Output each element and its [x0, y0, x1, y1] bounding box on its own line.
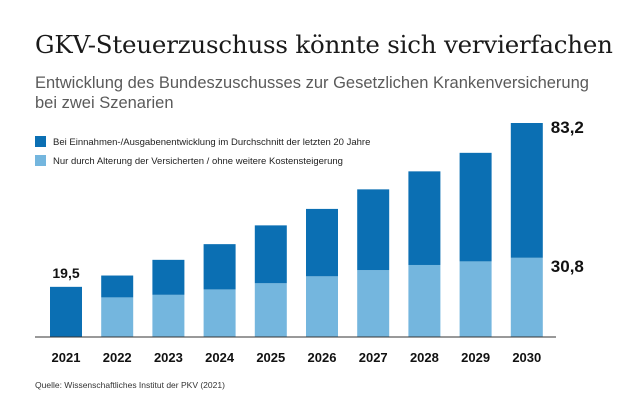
legend-label-dark: Bei Einnahmen-/Ausgabenentwicklung im Du… [53, 137, 370, 148]
x-tick-label-2029: 2029 [461, 350, 490, 365]
bar-2023-light [152, 294, 185, 337]
source-note: Quelle: Wissenschaftliches Institut der … [35, 380, 225, 390]
x-tick-label-2030: 2030 [512, 350, 541, 365]
x-tick-label-2024: 2024 [205, 350, 235, 365]
bar-2030-light [510, 257, 543, 337]
bar-2026-dark [306, 208, 338, 277]
bar-2021-dark [50, 286, 82, 337]
value-label-2021: 19,5 [52, 265, 79, 281]
x-tick-label-2026: 2026 [308, 350, 337, 365]
bar-2030-dark [510, 123, 543, 258]
bar-2022-light [101, 297, 134, 337]
bar-2024-dark [203, 244, 236, 290]
x-axis-tick-labels: 2021 2022 2023 2024 2025 2026 2027 2028 2029 2030 [52, 350, 542, 365]
bars-group [50, 123, 543, 337]
chart-legend: Bei Einnahmen-/Ausgabenentwicklung im Du… [35, 136, 370, 167]
x-tick-label-2027: 2027 [359, 350, 388, 365]
x-tick-label-2021: 2021 [52, 350, 81, 365]
legend-label-light: Nur durch Alterung der Versicherten / oh… [53, 156, 343, 167]
bar-2027-dark [357, 189, 390, 271]
bar-2029-light [459, 261, 492, 337]
bar-2027-light [357, 270, 390, 337]
bar-2023-dark [152, 259, 185, 295]
value-labels: 19,5 83,2 30,8 [52, 118, 584, 281]
bar-2029-dark [459, 152, 492, 262]
bar-2025-dark [254, 225, 287, 284]
x-tick-label-2023: 2023 [154, 350, 183, 365]
x-tick-label-2028: 2028 [410, 350, 439, 365]
bar-2026-light [306, 276, 338, 337]
chart-subtitle: Entwicklung des Bundeszuschusses zur Ges… [35, 74, 589, 112]
bar-2022-dark [101, 275, 134, 298]
value-label-2030-aging: 30,8 [551, 257, 584, 276]
bar-2025-light [254, 283, 287, 337]
bar-2028-light [408, 264, 441, 337]
legend-swatch-light [35, 155, 46, 166]
legend-swatch-dark [35, 136, 46, 147]
x-tick-label-2025: 2025 [256, 350, 285, 365]
x-tick-label-2022: 2022 [103, 350, 132, 365]
bar-2028-dark [408, 171, 441, 265]
chart-title: GKV-Steuerzuschuss könnte sich vervierfa… [35, 30, 613, 59]
bar-2024-light [203, 289, 236, 337]
value-label-2030-total: 83,2 [551, 118, 584, 137]
